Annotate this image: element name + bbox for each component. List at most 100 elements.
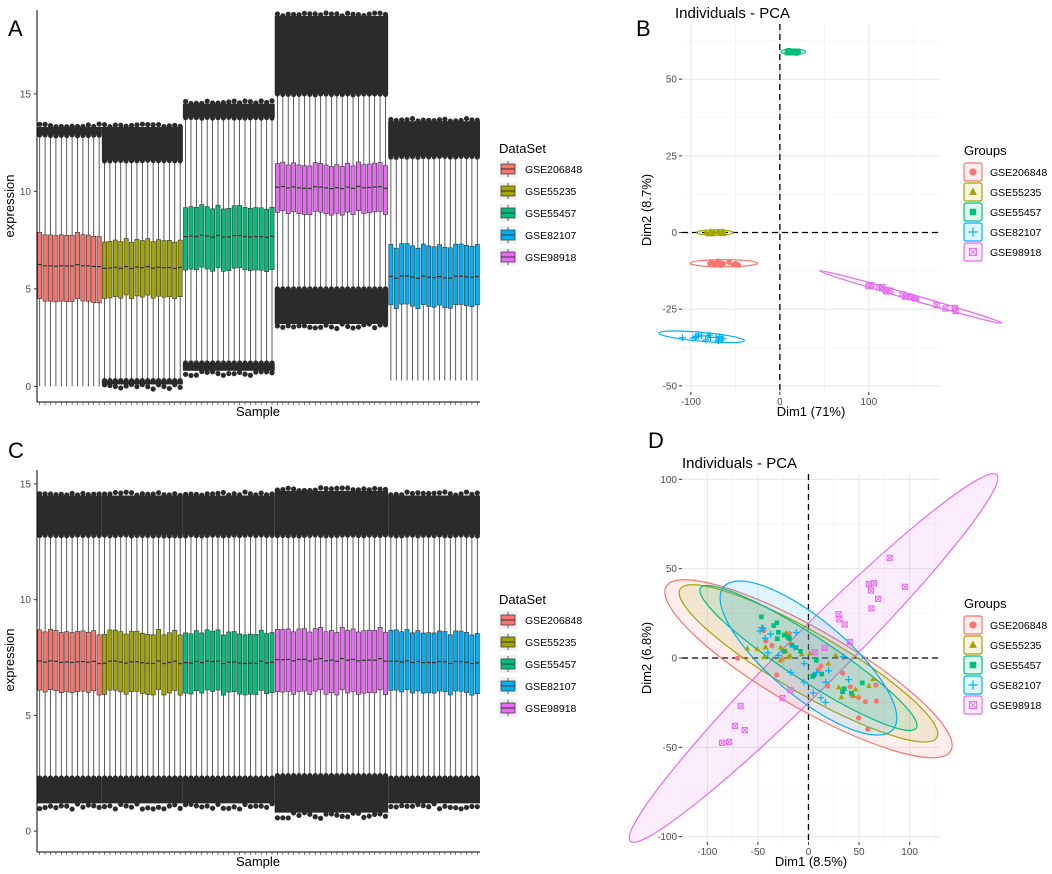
outlier-point [393,804,399,810]
outlier-point [318,324,324,330]
outlier-point [447,775,453,781]
y-axis-title: Dim2 (6.8%) [639,622,654,694]
boxcross-line [969,701,977,709]
outlier-point [296,323,302,329]
outlier-point [280,532,286,538]
point-boxcross [901,293,909,300]
outlier-point [242,115,248,121]
outlier-point [463,154,470,160]
outlier-point [404,803,410,809]
point-circle [818,663,824,669]
outlier-point [107,382,113,389]
outlier-point [247,532,253,538]
x-tick-label: 100 [901,847,918,858]
outlier-point [226,99,232,105]
y-tick-label: 100 [660,475,677,486]
outlier-point [101,775,108,781]
outlier-point [231,804,237,810]
box-GSE55457 [199,204,205,268]
point-square [793,49,799,55]
outlier-point [431,154,437,160]
outlier-point [85,491,91,498]
y-tick-label: -100 [657,832,677,843]
outlier-point [355,11,362,18]
outlier-point [172,802,178,808]
box-GSE206848 [42,234,48,302]
panel-letter-b: B [636,16,651,41]
outlier-point [85,122,91,128]
box-GSE55457 [220,634,226,696]
box-GSE206848 [48,234,53,302]
y-tick-label: 10 [20,595,32,606]
outlier-point [64,803,70,809]
outlier-point [134,377,140,384]
boxcross-box [811,649,818,656]
outlier-point [226,775,232,781]
outlier-point [199,492,205,498]
outlier-point [301,323,308,329]
y-tick-label: 15 [20,479,32,490]
outlier-point [399,533,405,539]
box-GSE206848 [53,235,59,303]
outlier-point [323,91,329,97]
boxcross-box [841,621,848,628]
outlier-point [426,154,432,160]
box-GSE55457 [188,633,194,695]
outlier-point [101,121,108,128]
outlier-point [231,491,237,497]
outlier-point [436,117,443,123]
outlier-point [247,98,253,105]
point-circle [708,259,714,265]
outlier-point [269,98,275,104]
point-circle [732,260,739,267]
outlier-point [253,803,259,809]
point-triangle [777,644,784,650]
box-GSE55457 [210,208,215,272]
outlier-point [80,804,86,810]
outlier-point [193,100,199,106]
legend-label: GSE55457 [525,659,577,671]
outlier-point [318,286,324,292]
boxcross-line [821,644,828,651]
outlier-point [291,91,297,98]
outlier-point [128,490,135,496]
outlier-point [377,286,383,292]
y-tick-label: 0 [25,382,31,393]
outlier-point [264,360,270,366]
box-GSE206848 [80,234,86,302]
outlier-point [291,486,297,492]
outlier-point [37,532,43,539]
outlier-point [118,490,124,496]
outlier-point [474,490,480,496]
point-boxcross [779,694,786,702]
boxcross-line [868,587,874,594]
outlier-point [415,775,421,781]
outlier-point [145,384,151,390]
outlier-point [118,377,124,384]
box-GSE98918 [361,630,367,694]
outlier-point [474,154,480,160]
outlier-band [388,777,480,804]
outlier-point [258,115,264,121]
box-GSE55457 [242,634,248,696]
box-GSE98918 [318,163,324,213]
point-triangle [969,187,977,195]
outlier-point [318,91,324,97]
box-GSE98918 [334,164,340,214]
outlier-point [382,286,389,292]
legend: GSE206848 GSE55235 GSE55457 GSE82107 GSE9891… [963,615,1047,715]
outlier-point [307,286,313,292]
boxcross-box [779,694,786,702]
outlier-point [474,533,480,539]
outlier-point [393,117,399,124]
outlier-point [280,487,286,493]
outlier-point [280,773,286,779]
outlier-point [209,369,216,375]
outlier-point [458,153,464,159]
outlier-point [155,382,162,388]
outlier-point [231,115,237,121]
point-plus [968,227,978,237]
outlier-point [74,801,81,807]
point-plus [809,689,817,697]
outlier-point [139,121,145,127]
